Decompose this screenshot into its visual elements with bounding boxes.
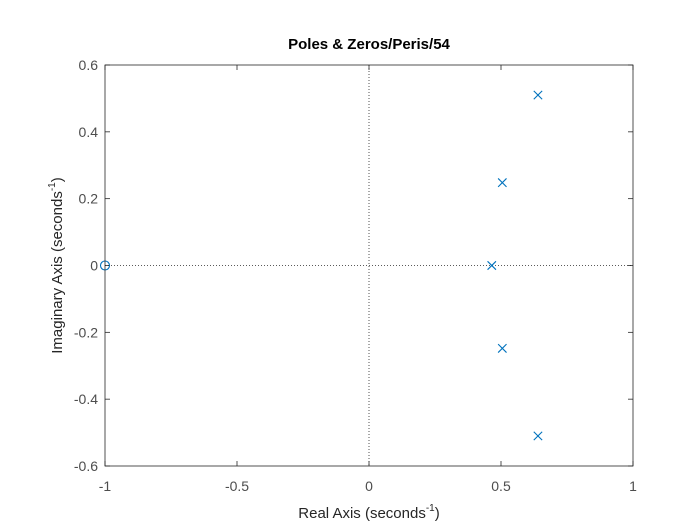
plot-border xyxy=(104,64,634,467)
tick-labels: -1 -0.5 0 0.5 1 -0.6 -0.4 -0.2 0 0.2 0.4 0.6 xyxy=(74,57,637,494)
pole-marker-stroke xyxy=(497,343,507,353)
x-tick-label: -1 xyxy=(99,478,112,494)
y-tick-label: 0.2 xyxy=(79,191,99,207)
x-axis-label-close: ) xyxy=(435,505,440,522)
reference-lines xyxy=(105,65,633,466)
pole-marker xyxy=(533,90,543,100)
pole-marker-stroke xyxy=(533,90,543,100)
pole-marker xyxy=(497,343,507,353)
y-tick-label: 0 xyxy=(90,258,98,274)
x-tick-label: 0 xyxy=(365,478,373,494)
pole-marker-stroke xyxy=(497,178,507,188)
pole-marker-stroke xyxy=(533,431,543,441)
y-tick-label: -0.2 xyxy=(74,324,98,340)
data-markers xyxy=(99,90,543,441)
pole-marker xyxy=(487,260,497,271)
y-tick-label: -0.4 xyxy=(74,391,98,407)
pole-marker xyxy=(533,431,543,441)
x-axis-label-text: Real Axis (seconds xyxy=(298,505,426,522)
y-tick-label: 0.6 xyxy=(79,57,99,73)
chart-title: Poles & Zeros/Peris/54 xyxy=(288,36,450,53)
x-tick-label: 1 xyxy=(629,478,637,494)
x-axis-label: Real Axis (seconds-1) xyxy=(298,503,439,522)
y-axis-label: Imaginary Axis (seconds-1) xyxy=(47,177,66,353)
pole-marker xyxy=(497,178,507,188)
y-tick-label: -0.6 xyxy=(74,458,98,474)
y-axis-label-text: Imaginary Axis (seconds xyxy=(49,191,66,354)
x-tick-label: -0.5 xyxy=(225,478,249,494)
y-axis-label-superscript: -1 xyxy=(47,182,58,191)
y-tick-label: 0.4 xyxy=(79,124,99,140)
x-tick-label: 0.5 xyxy=(491,478,511,494)
pole-marker-stroke xyxy=(487,260,497,271)
y-axis-label-close: ) xyxy=(49,177,66,182)
x-axis-label-superscript: -1 xyxy=(426,503,435,514)
